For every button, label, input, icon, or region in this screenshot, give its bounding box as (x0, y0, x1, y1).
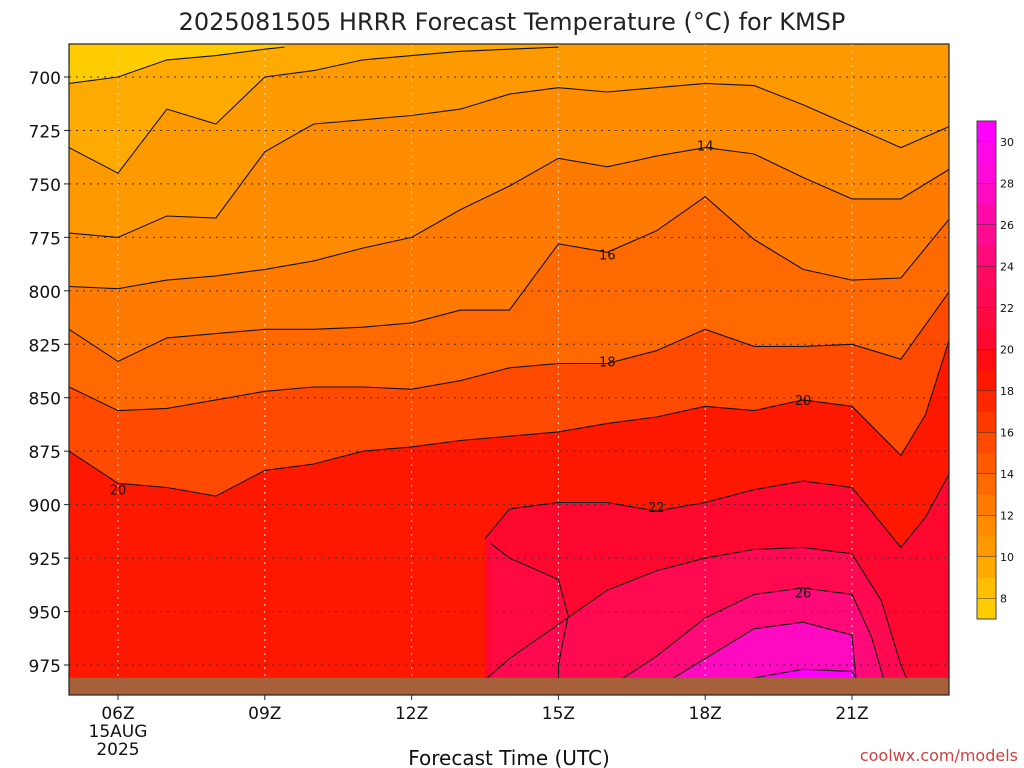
x-tick-label: 12Z (395, 704, 428, 724)
colorbar-tick-label: 8 (1000, 592, 1007, 605)
contour-label: 14 (697, 139, 714, 154)
colorbar-tick-label: 12 (1000, 509, 1014, 522)
colorbar-swatch (977, 162, 996, 184)
colorbar: 8 10 12 14 16 18 20 22 24 26 28 30 (976, 120, 1014, 620)
colorbar-swatch (977, 390, 996, 412)
y-tick-label: 900 (29, 497, 61, 517)
colorbar-swatch (977, 287, 996, 309)
x-tick-year: 2025 (96, 740, 139, 760)
colorbar-tick-label: 26 (1000, 219, 1014, 232)
colorbar-tick-label: 20 (1000, 343, 1014, 356)
colorbar-swatch (977, 453, 996, 475)
y-tick-label: 775 (29, 229, 61, 249)
y-tick-label: 800 (29, 283, 61, 303)
contour-label: 18 (599, 355, 616, 370)
plot-frame (68, 43, 950, 696)
ground-band (69, 677, 949, 695)
colorbar-tick-label: 28 (1000, 177, 1014, 190)
colorbar-tick-label: 30 (1000, 136, 1014, 149)
colorbar-swatch (977, 224, 996, 246)
contour-label: 20 (795, 394, 812, 409)
colorbar-swatch (977, 577, 996, 599)
y-tick-label: 825 (29, 336, 61, 356)
isotherm-line (606, 587, 887, 689)
isotherm-line (69, 46, 285, 84)
isotherm-line (69, 196, 949, 363)
colorbar-swatch (977, 141, 996, 163)
colorbar-tick-label: 14 (1000, 468, 1014, 481)
colorbar-tick-label: 24 (1000, 260, 1014, 273)
contour-label: 16 (599, 248, 616, 263)
colorbar-swatch (977, 121, 996, 143)
isotherm-line (69, 46, 559, 174)
colorbar-swatch (977, 598, 996, 620)
y-tick-label: 850 (29, 390, 61, 410)
y-tick-label: 950 (29, 604, 61, 624)
isotherm-line (474, 546, 912, 689)
colorbar-swatch (977, 328, 996, 350)
colorbar-swatch (977, 411, 996, 433)
x-tick-label: 21Z (835, 704, 868, 724)
contour-labels: 14 16 18 20 20 22 26 (110, 139, 812, 601)
colorbar-swatch (977, 473, 996, 495)
colorbar-tick-label: 16 (1000, 426, 1014, 439)
isotherm-line (69, 147, 949, 290)
y-tick-label: 750 (29, 176, 61, 196)
x-tick-date: 15AUG (89, 722, 148, 742)
colorbar-tick-label: 22 (1000, 302, 1014, 315)
colorbar-swatch (977, 494, 996, 516)
colorbar-tick-label: 10 (1000, 551, 1014, 564)
y-tick-label: 875 (29, 443, 61, 463)
colorbar-swatch (977, 556, 996, 578)
isotherm-line (69, 291, 949, 412)
colorbar-swatch (977, 536, 996, 558)
colorbar-tick-label: 18 (1000, 385, 1014, 398)
y-tick-label: 975 (29, 657, 61, 677)
x-tick-label: 06Z (101, 704, 134, 724)
isotherms (69, 46, 949, 689)
chart-title: 2025081505 HRRR Forecast Temperature (°C… (179, 8, 846, 36)
colorbar-swatch (977, 349, 996, 371)
temperature-fill (69, 44, 949, 695)
colorbar-swatch (977, 515, 996, 537)
contour-label: 22 (648, 501, 665, 516)
colorbar-swatch (977, 183, 996, 205)
isotherm-line (489, 542, 569, 689)
colorbar-swatch (977, 370, 996, 392)
x-tick-label: 09Z (248, 704, 281, 724)
y-tick-label: 925 (29, 550, 61, 570)
colorbar-frame (976, 120, 997, 620)
credit-text: coolwx.com/models (860, 746, 1018, 765)
x-tick-label: 18Z (689, 704, 722, 724)
contour-label: 26 (795, 586, 812, 601)
x-tick-label: 15Z (542, 704, 575, 724)
y-tick-label: 725 (29, 122, 61, 142)
colorbar-swatch (977, 245, 996, 267)
isotherm-line (69, 82, 949, 238)
y-axis: 700 725 750 775 800 825 850 875 900 925 950 975 (29, 69, 69, 677)
x-axis-label: Forecast Time (UTC) (408, 746, 610, 768)
colorbar-swatch (977, 307, 996, 329)
isotherm-line (656, 621, 858, 689)
colorbar-swatch (977, 204, 996, 226)
y-tick-label: 700 (29, 69, 61, 89)
ground-fill (69, 677, 949, 695)
isotherm-line (69, 338, 949, 497)
colorbar-swatch (977, 432, 996, 454)
contour-label: 20 (110, 484, 127, 499)
isotherm-line (484, 473, 949, 549)
colorbar-swatch (977, 266, 996, 288)
